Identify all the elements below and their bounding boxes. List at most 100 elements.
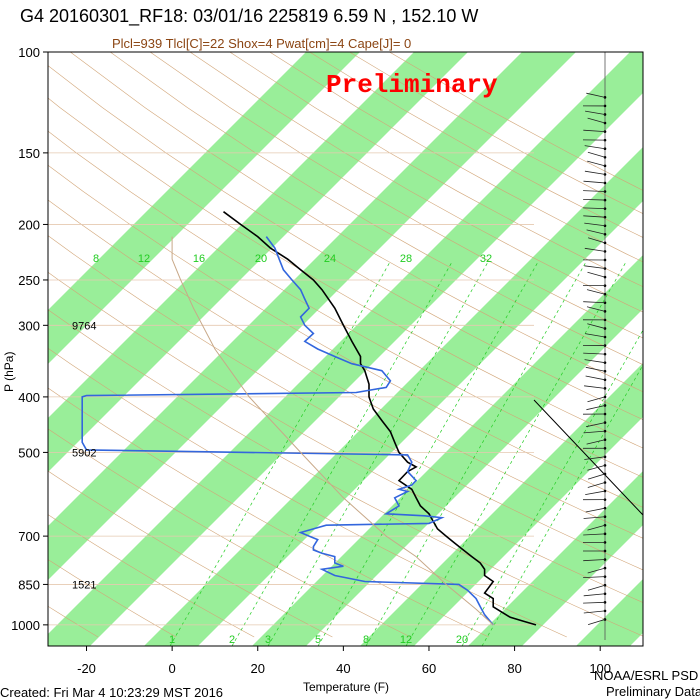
wind-barb — [584, 385, 606, 389]
mixing-ratio-label-bottom: 2 — [229, 634, 235, 646]
dry-adiabat — [189, 52, 643, 313]
wind-barb — [583, 190, 606, 192]
y-tick-label: 1000 — [11, 618, 40, 633]
mixing-ratio-line — [267, 261, 489, 646]
height-annotation: 9764 — [72, 320, 96, 332]
dry-adiabat — [48, 271, 643, 603]
wind-barb — [586, 439, 606, 445]
wind-barb — [587, 524, 606, 531]
y-tick-label: 150 — [18, 146, 40, 161]
wind-barb — [583, 593, 606, 597]
y-tick-label: 100 — [18, 45, 40, 60]
dry-adiabat — [48, 470, 333, 638]
mixing-ratio-label: 16 — [193, 253, 205, 265]
y-tick-label: 250 — [18, 273, 40, 288]
dry-adiabat — [48, 387, 489, 638]
wind-dot — [603, 369, 607, 373]
x-tick-label: 100 — [589, 661, 611, 676]
wind-barb — [583, 199, 606, 201]
isotherm-band — [48, 52, 360, 364]
x-tick-label: -20 — [77, 661, 96, 676]
wind-barb — [586, 229, 606, 235]
wind-barb — [583, 516, 606, 519]
x-tick-label: 40 — [336, 661, 350, 676]
x-tick-label: 20 — [251, 661, 265, 676]
mixing-ratio-line — [317, 261, 539, 646]
wind-barb — [583, 430, 606, 434]
wind-barb — [583, 576, 606, 578]
x-tick-label: 0 — [169, 661, 176, 676]
chart-title: G4 20160301_RF18: 03/01/16 225819 6.59 N… — [20, 6, 479, 26]
mixing-ratio-line — [461, 329, 643, 646]
wind-barb — [586, 92, 606, 98]
wind-barb — [584, 222, 606, 227]
mixing-ratio-label-bottom: 12 — [400, 634, 412, 646]
preliminary-watermark: Preliminary — [326, 70, 498, 100]
mixing-ratio-label: 32 — [480, 253, 492, 265]
wind-barb — [587, 482, 606, 488]
mixing-ratio-label: 8 — [93, 253, 99, 265]
wind-barb — [584, 247, 606, 252]
dry-adiabat — [48, 428, 411, 638]
wind-barb — [583, 180, 606, 184]
dry-adiabat — [48, 97, 643, 449]
isotherm-band — [684, 0, 700, 646]
mixing-ratio-line — [169, 261, 391, 646]
isotherm-band — [360, 363, 643, 646]
dry-adiabats — [48, 52, 643, 638]
mixing-ratio-label: 12 — [138, 253, 150, 265]
wind-barb — [585, 375, 606, 381]
mixing-ratio-label-bottom: 8 — [363, 634, 369, 646]
y-axis-ticks: 100 150 200 250 300 400 500 700 850 1000 — [11, 45, 48, 633]
y-tick-label: 300 — [18, 318, 40, 333]
wind-dot — [603, 344, 607, 347]
wind-barb — [587, 237, 606, 244]
wind-barb — [586, 306, 606, 312]
wind-barb — [584, 170, 606, 175]
wind-barb — [585, 366, 606, 372]
y-axis-label: P (hPa) — [2, 351, 16, 392]
wind-barb — [583, 601, 606, 604]
wind-barb — [583, 207, 606, 210]
mixing-ratio-label-bottom: 20 — [456, 634, 468, 646]
x-axis-ticks: -20 0 20 40 60 80 100 — [77, 646, 611, 676]
wind-barb — [583, 352, 606, 355]
mixing-ratio-line — [231, 261, 453, 646]
wind-barb — [585, 490, 606, 495]
wind-barb — [584, 265, 606, 269]
isotherm-band — [468, 471, 643, 646]
wind-dot — [603, 387, 607, 390]
y-tick-label: 200 — [18, 217, 40, 232]
wind-barb — [584, 456, 606, 460]
wind-barb — [586, 405, 606, 411]
wind-barb — [587, 160, 606, 167]
wind-barb — [583, 129, 606, 132]
mixing-ratio-line — [405, 261, 627, 646]
wind-barb — [584, 145, 606, 150]
dry-adiabat — [48, 514, 255, 638]
wind-dot — [603, 361, 607, 364]
wind-barb — [587, 151, 606, 158]
dry-adiabat — [149, 52, 643, 339]
wind-barb — [583, 610, 606, 614]
wind-barb — [587, 464, 606, 471]
wind-dot — [603, 310, 607, 313]
dry-adiabat — [48, 559, 177, 638]
mixing-ratio-label: 28 — [400, 253, 412, 265]
dry-adiabat — [48, 347, 567, 638]
wind-barb — [584, 359, 606, 364]
dry-adiabat — [70, 52, 643, 393]
wind-barb — [583, 301, 606, 304]
plot-frame — [47, 51, 644, 647]
mixing-ratio-label-bottom: 1 — [169, 634, 175, 646]
profile-lines — [81, 211, 537, 626]
wind-barb — [587, 117, 606, 124]
height-annotation: 5902 — [72, 447, 96, 459]
wind-barb — [587, 567, 606, 574]
dewpoint-line — [81, 236, 494, 626]
wind-barb — [585, 333, 606, 338]
wind-barb — [587, 619, 606, 625]
isotherm-bands — [48, 0, 700, 646]
wind-barb — [583, 215, 606, 218]
